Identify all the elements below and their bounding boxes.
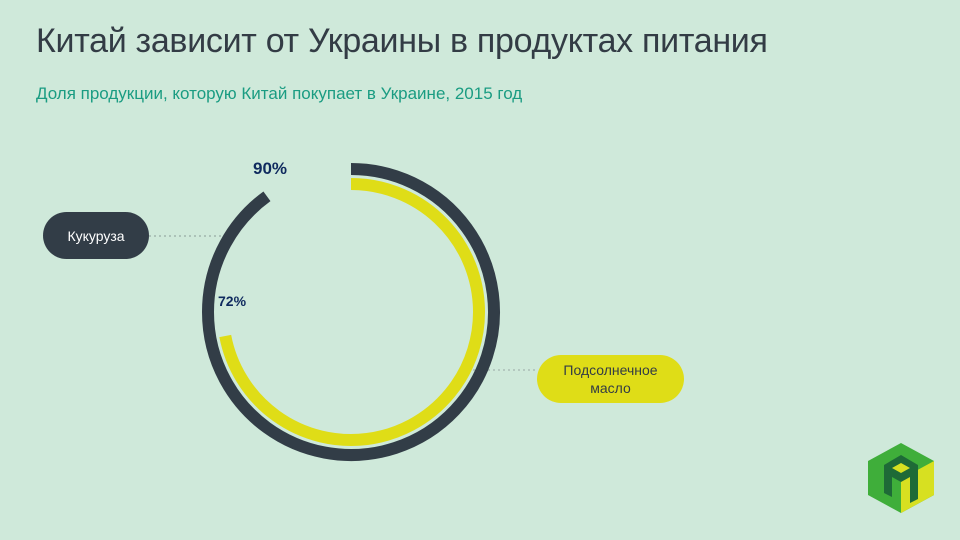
sunflower-label-line1: Подсолнечное — [563, 362, 658, 378]
page-title: Китай зависит от Украины в продуктах пит… — [36, 22, 768, 60]
sunflower-percent-label: 72% — [218, 293, 247, 309]
sunflower-ring-arc — [219, 178, 485, 446]
cube-logo-icon — [868, 443, 934, 513]
corn-percent-label: 90% — [253, 159, 288, 178]
corn-label: Кукуруза — [67, 227, 125, 244]
page-subtitle: Доля продукции, которую Китай покупает в… — [36, 84, 523, 103]
sunflower-label-line2: масло — [590, 380, 631, 396]
corn-label-pill: Кукуруза — [43, 212, 149, 259]
sunflower-label-pill: Подсолнечное масло — [537, 355, 684, 403]
corn-ring-arc — [202, 163, 500, 461]
